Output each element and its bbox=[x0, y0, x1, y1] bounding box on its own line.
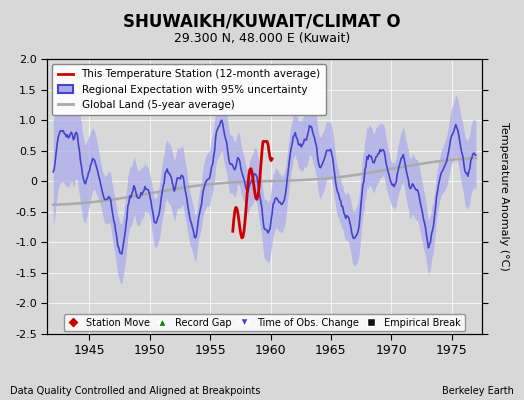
Legend: Station Move, Record Gap, Time of Obs. Change, Empirical Break: Station Move, Record Gap, Time of Obs. C… bbox=[64, 314, 465, 332]
Text: Berkeley Earth: Berkeley Earth bbox=[442, 386, 514, 396]
Text: Data Quality Controlled and Aligned at Breakpoints: Data Quality Controlled and Aligned at B… bbox=[10, 386, 261, 396]
Y-axis label: Temperature Anomaly (°C): Temperature Anomaly (°C) bbox=[499, 122, 509, 271]
Text: SHUWAIKH/KUWAIT/CLIMAT O: SHUWAIKH/KUWAIT/CLIMAT O bbox=[123, 12, 401, 30]
Text: 29.300 N, 48.000 E (Kuwait): 29.300 N, 48.000 E (Kuwait) bbox=[174, 32, 350, 45]
